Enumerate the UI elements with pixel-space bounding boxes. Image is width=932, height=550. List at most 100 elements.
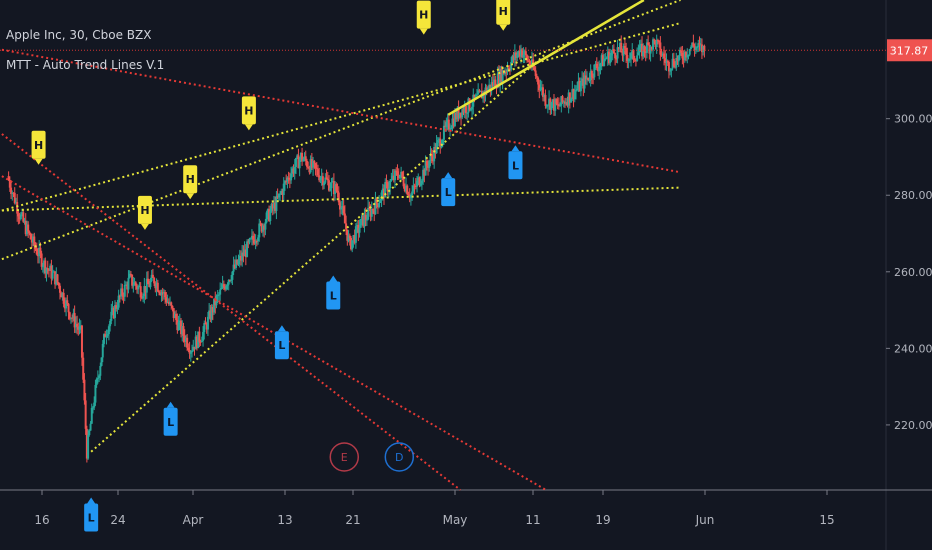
candle-body: [297, 155, 300, 169]
candle-body: [539, 88, 542, 91]
candle-body: [440, 144, 443, 148]
candle-body: [281, 191, 284, 196]
candle-body: [271, 204, 274, 209]
candle-body: [257, 237, 260, 242]
candle-body: [258, 223, 261, 238]
candle-body: [537, 77, 540, 85]
low-marker-pointer: [511, 145, 520, 152]
candle-body: [461, 109, 464, 118]
candle-body: [555, 99, 558, 105]
candle-body: [605, 58, 608, 60]
yellow-trend-line: [1, 186, 681, 212]
candle-body: [156, 282, 159, 292]
candle-body: [551, 99, 554, 103]
candle-body: [13, 192, 16, 204]
candle-body: [688, 48, 691, 55]
candle-body: [495, 87, 498, 89]
candle-body: [622, 45, 625, 56]
candle-body: [170, 302, 173, 306]
candle-body: [430, 154, 433, 157]
candle-body: [293, 166, 296, 174]
candle-body: [450, 127, 453, 130]
high-marker-badge: [183, 165, 198, 194]
candle-body: [671, 58, 674, 69]
candle-body: [658, 40, 661, 43]
candle-body: [107, 326, 110, 335]
candle-body: [79, 325, 82, 327]
candle-body: [38, 247, 41, 257]
candle-body: [656, 39, 659, 41]
candle-body: [633, 59, 636, 61]
candle-body: [230, 279, 233, 281]
low-marker-pointer: [329, 275, 338, 282]
candle-body: [702, 45, 705, 53]
candle-body: [585, 77, 588, 80]
candle-body: [511, 55, 514, 62]
candle-body: [109, 320, 112, 327]
candle-body: [285, 181, 288, 183]
candle-body: [378, 202, 381, 208]
candle-body: [674, 65, 677, 68]
candle-body: [535, 75, 538, 78]
candle-body: [242, 252, 245, 257]
candle-body: [369, 209, 372, 217]
candle-body: [554, 99, 557, 111]
candle-body: [334, 184, 337, 195]
candle-body: [319, 177, 322, 181]
low-marker-label: L: [330, 289, 337, 302]
candle-body: [578, 81, 581, 92]
candle-body: [413, 185, 416, 187]
candle-body: [236, 259, 239, 265]
candle-body: [460, 112, 463, 118]
candle-body: [261, 225, 264, 232]
candle-body: [39, 247, 42, 254]
candle-body: [550, 102, 553, 110]
candle-body: [43, 260, 46, 267]
candle-body: [62, 292, 65, 304]
candle-body: [698, 43, 701, 45]
candle-body: [67, 303, 70, 313]
candle-body: [604, 58, 607, 60]
candle-body: [400, 171, 403, 175]
candle-body: [76, 323, 79, 327]
candle-body: [512, 55, 515, 60]
candle-body: [469, 109, 472, 111]
candle-body: [408, 195, 411, 198]
candle-body: [353, 235, 356, 243]
candle-body: [74, 323, 77, 328]
candle-body: [248, 238, 251, 243]
candle-body: [126, 284, 129, 290]
candle-body: [175, 313, 178, 321]
x-tick-label: Apr: [183, 513, 204, 527]
candle-body: [639, 43, 642, 46]
candle-body: [452, 118, 455, 126]
event-badge-circle: [329, 442, 360, 472]
candle-body: [446, 119, 449, 123]
candle-body: [692, 42, 695, 47]
candle-body: [98, 375, 101, 378]
candle-body: [365, 219, 368, 221]
candle-body: [560, 96, 563, 106]
x-tick-label: 13: [277, 513, 292, 527]
candle-body: [167, 301, 170, 305]
candle-body: [224, 286, 227, 290]
candle-body: [543, 94, 546, 97]
candle-body: [211, 307, 214, 313]
candle-body: [35, 248, 38, 255]
candle-body: [330, 182, 333, 189]
candle-body: [584, 75, 587, 80]
candle-body: [241, 252, 244, 261]
low-marker-pointer: [87, 497, 96, 504]
legend-indicator: MTT - Auto Trend Lines V.1: [6, 58, 165, 72]
candle-body: [401, 171, 404, 178]
candles: [7, 34, 706, 463]
candle-body: [329, 188, 332, 191]
candle-body: [95, 378, 98, 385]
high-marker-label: H: [244, 104, 253, 117]
candle-body: [50, 265, 53, 279]
candle-body: [161, 292, 164, 294]
high-marker-badge: [241, 96, 256, 125]
high-marker-pointer: [140, 223, 149, 230]
candle-body: [534, 70, 537, 76]
